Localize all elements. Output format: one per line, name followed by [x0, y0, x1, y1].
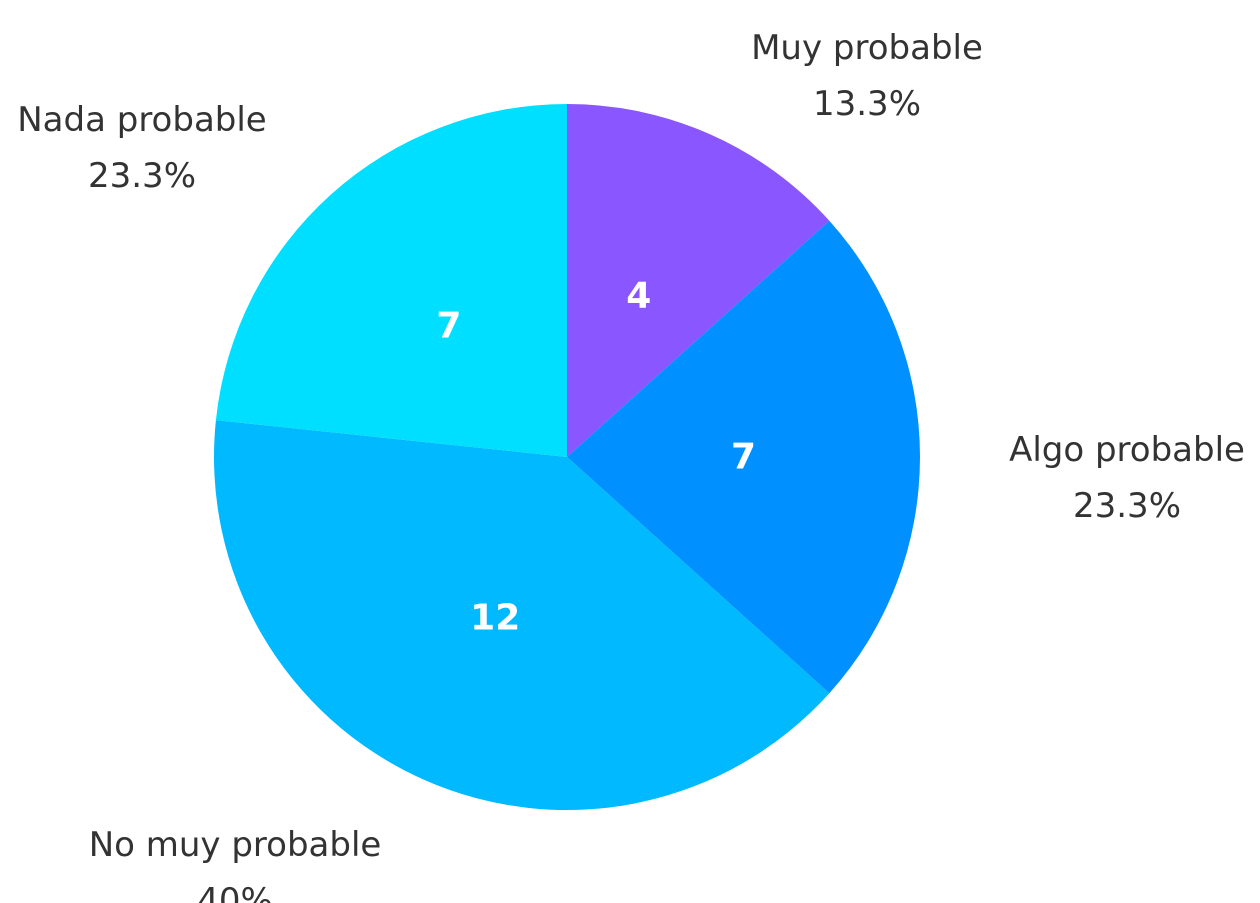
slice-label-no-muy-probable: No muy probable	[89, 825, 382, 865]
slice-value-labels: 4 7 12 7	[436, 275, 756, 638]
slice-percent-nada-probable: 23.3%	[88, 156, 196, 196]
pie-slice-no-muy-probable	[214, 420, 830, 810]
slice-value-algo-probable: 7	[731, 437, 756, 478]
slice-value-no-muy-probable: 12	[470, 598, 520, 639]
slice-outer-labels: Muy probable 13.3% Algo probable 23.3% No mu…	[17, 28, 1245, 903]
slice-percent-algo-probable: 23.3%	[1073, 486, 1181, 526]
slice-percent-no-muy-probable: 40%	[197, 881, 273, 903]
slice-percent-muy-probable: 13.3%	[813, 84, 921, 124]
slice-value-muy-probable: 4	[626, 275, 651, 316]
pie-slice-muy-probable	[567, 104, 830, 457]
pie-slice-algo-probable	[567, 220, 921, 694]
pie-slices	[214, 104, 921, 810]
slice-label-algo-probable: Algo probable	[1009, 430, 1245, 470]
slice-label-nada-probable: Nada probable	[17, 100, 266, 140]
pie-slice-nada-probable	[215, 104, 567, 457]
slice-value-nada-probable: 7	[436, 305, 461, 346]
slice-label-muy-probable: Muy probable	[751, 28, 983, 68]
